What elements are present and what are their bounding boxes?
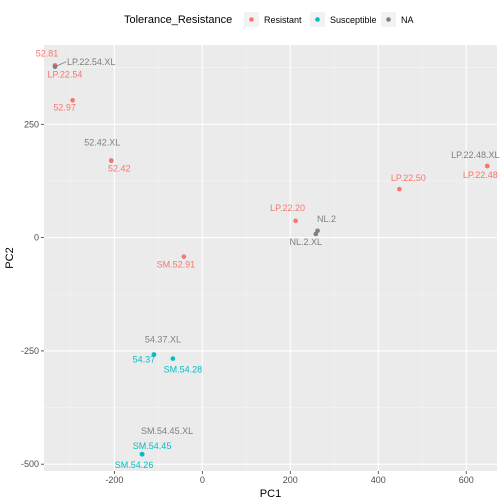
y-axis-title: PC2: [4, 247, 16, 268]
legend-swatch-susceptible: [315, 17, 320, 22]
label-52-42-xl: 52.42.XL: [84, 138, 120, 148]
legend-swatch-resistant: [249, 17, 254, 22]
x-tick-label: 600: [459, 475, 474, 485]
point-52-42: [108, 158, 114, 163]
legend: Tolerance_Resistance Resistant Susceptible…: [124, 12, 414, 27]
y-tick-label: 0: [34, 233, 39, 243]
point-sm-54-28: [170, 356, 176, 361]
data-points: [52, 63, 490, 457]
legend-label-resistant: Resistant: [264, 15, 302, 25]
label-52-42: 52.42: [108, 164, 131, 174]
label-sm-54-28: SM.54.28: [164, 365, 203, 375]
x-tick-label: -200: [105, 475, 123, 485]
x-axis-ticks: -200 0 200 400 600: [105, 471, 474, 485]
y-tick-label: -500: [21, 459, 39, 469]
x-tick-label: 200: [283, 475, 298, 485]
label-52-81: 52.81: [36, 48, 59, 58]
label-lp-22-20: LP.22.20: [270, 203, 305, 213]
point-lp-22-50: [397, 186, 402, 192]
y-tick-label: -250: [21, 346, 39, 356]
data-labels: 52.81 LP.22.54 LP.22.54.XL 52.97 52.42.XL 52.…: [36, 48, 500, 470]
label-nl-2-xl: NL.2.XL: [290, 237, 323, 247]
legend-swatch-na: [386, 17, 391, 22]
y-tick-label: 250: [24, 119, 39, 129]
point-lp-22-48: [485, 163, 490, 169]
label-54-37-xl: 54.37.XL: [145, 335, 181, 345]
legend-title: Tolerance_Resistance: [124, 14, 232, 26]
y-axis-ticks: -500 -250 0 250: [21, 119, 44, 469]
label-sm-54-45-xl: SM.54.45.XL: [141, 426, 193, 436]
point-52-97: [70, 97, 75, 103]
label-sm-54-45: SM.54.45: [133, 441, 172, 451]
label-54-37: 54.37: [133, 355, 156, 365]
point-sm-54-26: [139, 451, 145, 457]
label-sm-52-91: SM.52.91: [157, 260, 196, 270]
label-sm-54-26: SM.54.26: [115, 460, 154, 470]
x-tick-label: 0: [200, 475, 205, 485]
grid-minor: [44, 45, 497, 471]
plot-panel: [44, 45, 497, 471]
label-nl-2: NL.2: [317, 214, 336, 224]
point-lp-22-20: [293, 218, 298, 224]
label-lp-22-50: LP.22.50: [391, 173, 426, 183]
point-sm-52-91: [181, 254, 187, 259]
x-tick-label: 400: [371, 475, 386, 485]
label-52-97: 52.97: [53, 102, 76, 112]
grid-major: [44, 45, 497, 471]
legend-label-na: NA: [401, 15, 414, 25]
label-lp-22-48-xl: LP.22.48.XL: [451, 150, 499, 160]
x-axis-title: PC1: [260, 488, 281, 500]
point-nl-2-xl: [313, 231, 319, 237]
point-54-37: [151, 352, 157, 357]
leader-lp-22-54-xl: [54, 61, 67, 68]
legend-label-susceptible: Susceptible: [330, 15, 377, 25]
label-lp-22-48: LP.22.48: [463, 170, 498, 180]
label-lp-22-54: LP.22.54: [48, 69, 83, 79]
label-lp-22-54-xl: LP.22.54.XL: [67, 57, 115, 67]
